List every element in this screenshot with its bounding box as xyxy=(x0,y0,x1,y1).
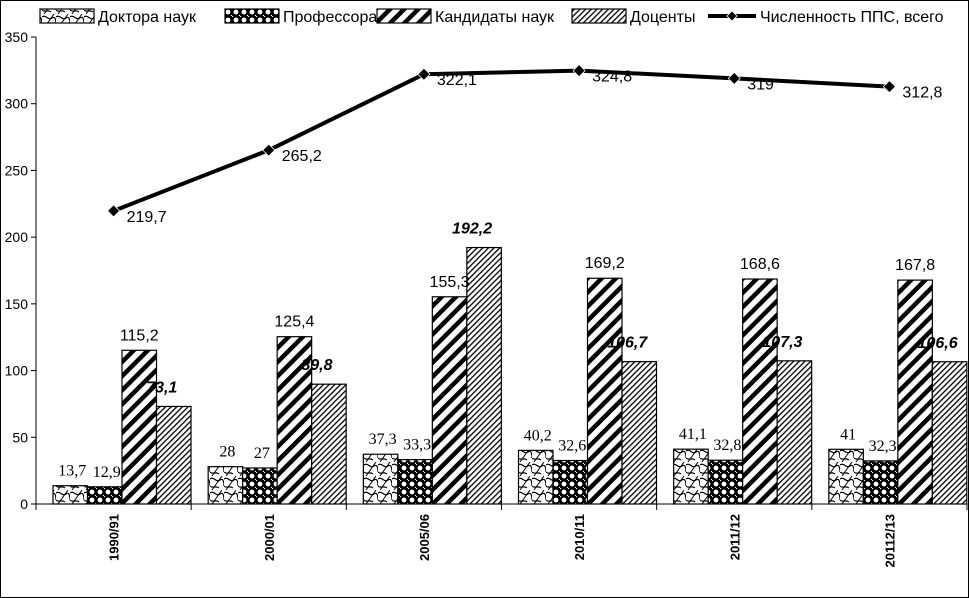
x-tick-label: 1990/91 xyxy=(107,514,122,561)
legend-swatch xyxy=(224,8,280,24)
bar-data-label: 32,6 xyxy=(558,438,586,455)
bar-data-label: 40,2 xyxy=(524,427,552,444)
bar-data-label: 41,1 xyxy=(679,426,707,443)
y-tick-label: 250 xyxy=(5,162,29,178)
bar-thin-diagonal xyxy=(931,361,968,505)
bar-data-label: 192,2 xyxy=(452,221,492,238)
y-tick-label: 300 xyxy=(5,96,29,112)
legend: Доктора наук Профессора Кандидаты наук Доце… xyxy=(39,8,944,26)
line-data-label: 312,8 xyxy=(902,85,942,102)
line-point-marker xyxy=(727,71,741,85)
legend-label: Доктора наук xyxy=(98,9,197,26)
bar-dots xyxy=(397,458,433,505)
bar-dots xyxy=(242,467,278,505)
bar-data-label: 32,3 xyxy=(869,438,897,455)
y-tick-label: 50 xyxy=(12,429,28,445)
bar-dots xyxy=(707,459,744,505)
bar-data-label: 32,8 xyxy=(713,437,741,454)
bar-data-label: 168,6 xyxy=(740,256,780,273)
legend-label: Кандидаты наук xyxy=(435,9,555,26)
bar-data-label: 73,1 xyxy=(146,379,177,396)
bar-data-label: 28 xyxy=(219,444,235,461)
bar-data-label: 41 xyxy=(840,426,856,443)
bar-data-label: 12,9 xyxy=(93,464,121,481)
line-point-marker xyxy=(262,143,276,157)
bar-data-label: 107,3 xyxy=(762,334,802,351)
bar-data-label: 106,7 xyxy=(607,335,648,352)
bar-data-label: 13,7 xyxy=(58,463,86,480)
legend-swatch xyxy=(376,8,432,24)
bar-wave xyxy=(52,485,89,505)
line-data-label: 265,2 xyxy=(282,148,322,165)
bar-data-label: 27 xyxy=(254,445,270,462)
x-tick-label: 20112/13 xyxy=(882,514,897,568)
bar-data-label: 169,2 xyxy=(585,255,625,272)
legend-swatch xyxy=(571,8,627,24)
line-point-marker xyxy=(882,80,896,94)
bar-data-label: 155,3 xyxy=(430,274,470,291)
bar-wide-diagonal xyxy=(431,296,468,505)
bar-thin-diagonal xyxy=(621,361,658,505)
line-point-marker xyxy=(417,67,431,81)
bar-wide-diagonal xyxy=(121,349,158,505)
line-data-label: 324,8 xyxy=(592,69,632,86)
line-point-marker xyxy=(572,64,586,78)
bar-thin-diagonal xyxy=(311,383,347,505)
bar-thin-diagonal xyxy=(466,246,502,505)
bar-wide-diagonal xyxy=(742,278,778,505)
x-tick-label: 2010/11 xyxy=(572,514,587,560)
bar-dots xyxy=(86,486,123,505)
legend-label: Численность ППС, всего xyxy=(760,9,944,26)
line-data-label: 322,1 xyxy=(437,72,477,89)
bar-data-label: 115,2 xyxy=(120,327,159,344)
legend-swatch xyxy=(39,8,95,24)
bar-wide-diagonal xyxy=(897,279,933,505)
y-tick-label: 150 xyxy=(5,296,29,312)
bar-data-label: 89,8 xyxy=(301,357,332,374)
bar-wave xyxy=(828,448,864,505)
bar-wave xyxy=(673,448,709,505)
bar-wave xyxy=(517,449,554,505)
legend-label: Доценты xyxy=(630,9,695,26)
bar-wide-diagonal xyxy=(586,277,623,505)
line-point-marker xyxy=(107,204,121,218)
x-tick-label: 2005/06 xyxy=(417,514,432,561)
y-tick-label: 200 xyxy=(5,229,29,245)
bar-dots xyxy=(862,460,899,505)
bar-data-label: 167,8 xyxy=(895,257,935,274)
bar-dots xyxy=(552,459,589,505)
y-tick-label: 100 xyxy=(5,363,29,379)
bar-thin-diagonal xyxy=(776,360,813,505)
bar-data-label: 125,4 xyxy=(274,314,314,331)
bar-wave xyxy=(362,453,399,505)
bar-data-label: 33,3 xyxy=(403,437,431,454)
line-data-label: 319 xyxy=(747,76,774,93)
data-labels-layer: 13,7 28 37,3 40,2 41,1 41 12,9 27 33,3 32,6 32,8 32… xyxy=(58,69,957,481)
total-line xyxy=(112,68,890,213)
total-line-layer xyxy=(107,64,896,218)
bar-data-label: 106,6 xyxy=(918,335,958,352)
x-tick-label: 2011/12 xyxy=(727,514,742,560)
bar-thin-diagonal xyxy=(155,405,192,505)
y-tick-label: 0 xyxy=(20,496,28,512)
bars-layer xyxy=(52,246,968,505)
legend-label: Профессора xyxy=(283,9,377,26)
legend-marker xyxy=(726,10,738,22)
y-tick-label: 350 xyxy=(5,29,29,45)
bar-wave xyxy=(207,466,244,505)
line-data-label: 219,7 xyxy=(127,209,167,226)
x-tick-label: 2000/01 xyxy=(262,514,277,561)
bar-data-label: 37,3 xyxy=(369,431,397,448)
